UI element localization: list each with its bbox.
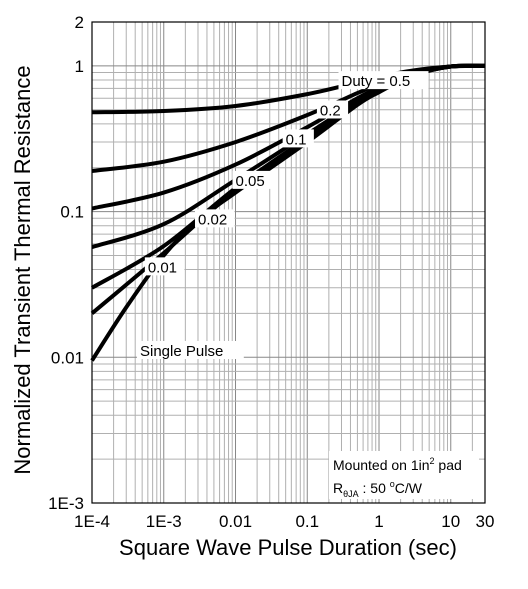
x-tick-label: 1 (374, 512, 383, 531)
curve-label: 0.01 (148, 259, 177, 276)
mounting-annotation: Mounted on 1in2 pad RθJA : 50 oC/W (329, 451, 479, 499)
curve-label: Single Pulse (140, 343, 223, 360)
y-tick-label: 1 (75, 57, 84, 76)
curve-label: Duty = 0.5 (341, 73, 410, 90)
curve-label: 0.02 (198, 211, 227, 228)
y-tick-label: 2 (75, 13, 84, 32)
x-tick-label: 0.01 (219, 512, 252, 531)
x-tick-label: 10 (441, 512, 460, 531)
annotation-line-1: Mounted on 1in2 pad (333, 456, 462, 473)
x-tick-label: 1E-4 (74, 512, 110, 531)
curve-label: 0.1 (286, 131, 307, 148)
y-tick-label: 1E-3 (48, 494, 84, 513)
x-tick-label: 1E-3 (146, 512, 182, 531)
y-tick-label: 0.01 (51, 348, 84, 367)
curve-label: 0.05 (236, 173, 265, 190)
x-tick-label: 30 (476, 512, 495, 531)
x-axis-title: Square Wave Pulse Duration (sec) (119, 535, 457, 560)
y-tick-label: 0.1 (60, 203, 84, 222)
y-axis-title: Normalized Transient Thermal Resistance (10, 65, 35, 474)
x-tick-label: 0.1 (295, 512, 319, 531)
curve-label: 0.2 (320, 102, 341, 119)
